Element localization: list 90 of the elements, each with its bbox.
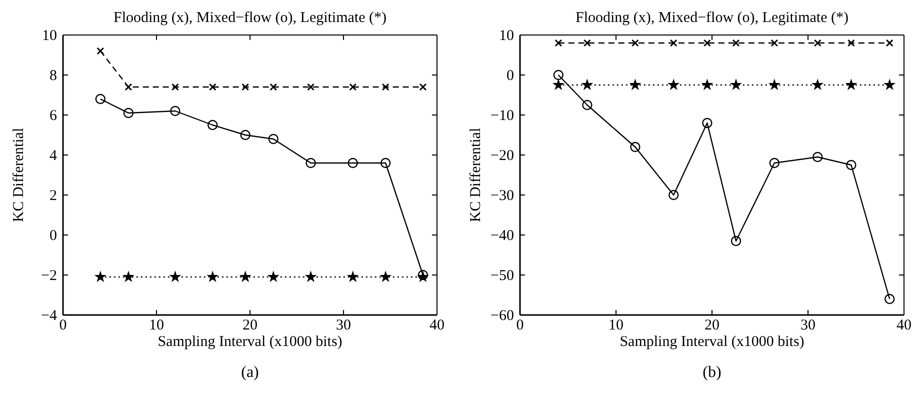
point: [419, 83, 427, 91]
point: [581, 78, 594, 90]
text: (b): [702, 364, 722, 381]
point: [94, 270, 106, 282]
x-tick-label: 0: [516, 318, 524, 334]
point: [171, 83, 179, 91]
point: [380, 158, 391, 168]
point: [630, 142, 640, 152]
point: [768, 78, 780, 90]
point: [239, 270, 252, 282]
point: [732, 39, 740, 47]
point: [582, 100, 592, 110]
point: [306, 158, 316, 168]
point: [242, 83, 250, 91]
point: [812, 152, 823, 162]
point: [730, 236, 742, 246]
y-tick-label: −50: [490, 268, 514, 284]
point: [770, 39, 778, 47]
point: [668, 78, 680, 90]
point: [96, 47, 104, 55]
y-tick-label: 0: [506, 68, 514, 84]
point: [240, 130, 250, 140]
y-tick-label: 10: [42, 28, 57, 44]
point: [267, 270, 280, 282]
point: [304, 270, 317, 282]
point: [346, 270, 359, 282]
y-tick-label: −4: [41, 308, 58, 324]
point: [670, 39, 678, 47]
point: [884, 294, 895, 304]
x-tick-label: 40: [430, 318, 444, 334]
point: [169, 270, 182, 282]
point: [348, 158, 358, 168]
point: [847, 39, 855, 47]
y-tick-label: −30: [490, 188, 514, 204]
point: [380, 270, 392, 282]
point: [123, 108, 134, 118]
point: [886, 39, 894, 47]
point: [307, 83, 315, 91]
y-tick-label: 0: [50, 228, 57, 244]
x-tick-label: 20: [704, 318, 720, 334]
point: [95, 94, 106, 104]
point: [554, 39, 562, 47]
y-tick-label: −10: [490, 108, 514, 124]
y-tick-label: −20: [490, 148, 514, 164]
point: [730, 78, 742, 90]
point: [268, 134, 278, 144]
y-tick-label: 10: [499, 28, 514, 44]
x-tick-label: 20: [242, 318, 258, 334]
point: [846, 160, 856, 170]
point: [553, 70, 564, 80]
y-tick-label: −60: [490, 308, 514, 324]
y-axis-title: KC Differential: [468, 128, 484, 222]
point: [629, 78, 642, 90]
chart-title: Flooding (x), Mixed−flow (o), Legitimate (*): [576, 10, 848, 26]
point: [206, 270, 219, 282]
point: [631, 39, 639, 47]
y-tick-label: 2: [50, 188, 57, 204]
point: [208, 120, 218, 130]
point: [701, 78, 714, 90]
point: [845, 78, 858, 90]
point: [170, 106, 180, 116]
y-tick-label: 4: [50, 148, 58, 164]
point: [270, 83, 278, 91]
y-axis-title: KC Differential: [11, 128, 27, 222]
point: [382, 83, 390, 91]
point: [769, 158, 780, 168]
x-tick-label: 10: [608, 318, 624, 334]
point: [124, 83, 132, 91]
y-tick-label: −40: [490, 228, 514, 244]
x-tick-label: 10: [149, 318, 164, 334]
point: [349, 83, 357, 91]
x-axis-title: Sampling Interval (x1000 bits): [158, 334, 342, 350]
point: [702, 118, 712, 128]
x-tick-label: 30: [336, 318, 351, 334]
x-tick-label: 30: [800, 318, 816, 334]
point: [583, 39, 591, 47]
x-tick-label: 40: [896, 318, 912, 334]
point: [814, 39, 822, 47]
chart-title: Flooding (x), Mixed−flow (o), Legitimate (*): [114, 10, 386, 26]
point: [208, 83, 216, 91]
point: [122, 270, 134, 282]
text: (a): [241, 364, 259, 381]
y-tick-label: −2: [41, 268, 57, 284]
y-tick-label: 8: [50, 68, 57, 84]
point: [812, 78, 824, 90]
x-axis-title: Sampling Interval (x1000 bits): [620, 334, 804, 350]
point: [884, 78, 896, 90]
y-tick-label: 6: [50, 108, 58, 124]
point: [668, 190, 679, 200]
point: [552, 78, 564, 90]
